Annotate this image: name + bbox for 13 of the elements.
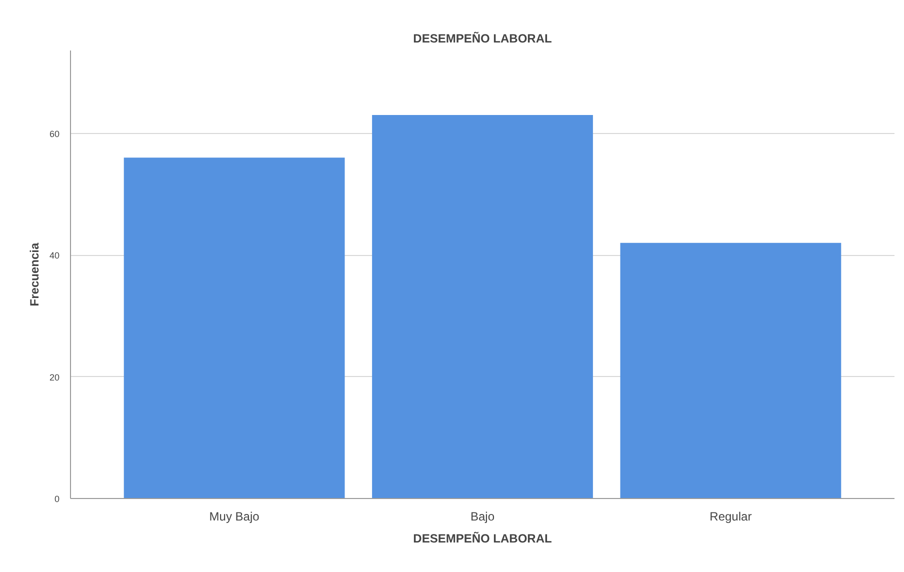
y-tick-label: 20 <box>49 372 60 382</box>
x-axis-title: DESEMPEÑO LABORAL <box>413 532 552 546</box>
chart-title: DESEMPEÑO LABORAL <box>413 32 552 46</box>
x-tick-label: Regular <box>710 510 752 524</box>
bar <box>124 158 345 498</box>
bar <box>372 115 593 498</box>
y-tick-label: 40 <box>49 250 60 261</box>
x-tick-label: Muy Bajo <box>209 510 260 524</box>
bar <box>620 242 842 498</box>
y-tick-label: 0 <box>54 494 60 504</box>
y-axis-title: Frecuencia <box>27 242 42 306</box>
x-tick-label: Bajo <box>470 510 495 524</box>
y-tick-label: 60 <box>49 128 60 139</box>
